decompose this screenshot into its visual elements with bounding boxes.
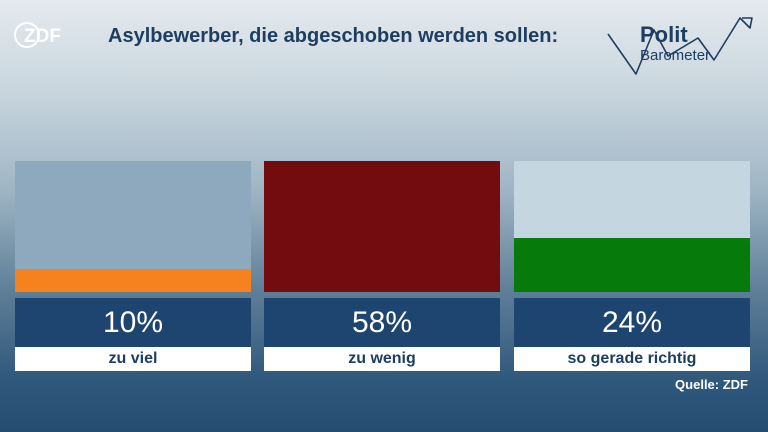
chart-title: Asylbewerber, die abgeschoben werden sol… [108,25,559,47]
value-label: 24% [514,298,750,347]
category-label: zu wenig [264,347,500,371]
politbarometer-logo: Polit Barometer [606,12,756,78]
bar [514,238,750,292]
value-label: 58% [264,298,500,347]
value-label: 10% [15,298,251,347]
bar-track [264,161,500,292]
category-label: so gerade richtig [514,347,750,371]
brand-line1: Polit [640,22,688,47]
bar [15,269,251,292]
bar-track [514,161,750,292]
zdf-logo: ZDF [14,22,80,48]
bar-track [15,161,251,292]
bar [264,161,500,292]
source-label: Quelle: ZDF [675,377,748,392]
category-label: zu viel [15,347,251,371]
brand-line2: Barometer [640,47,711,64]
svg-text:ZDF: ZDF [24,26,61,47]
